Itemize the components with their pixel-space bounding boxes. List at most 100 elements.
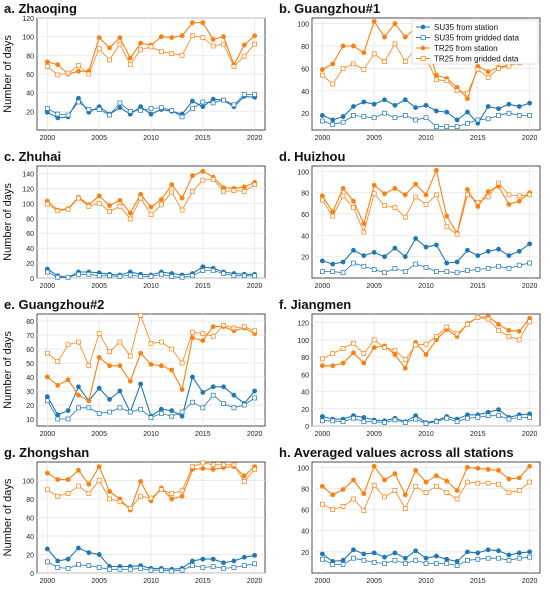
data-point (55, 208, 61, 214)
data-point (485, 266, 491, 271)
data-point (159, 487, 164, 493)
data-point (506, 192, 512, 198)
data-point (454, 558, 460, 564)
data-point (433, 242, 439, 248)
data-point (475, 480, 481, 486)
data-point (351, 198, 356, 204)
data-point (148, 567, 154, 573)
data-point (190, 106, 195, 111)
data-point (371, 191, 377, 197)
data-point (330, 81, 336, 87)
data-point (351, 260, 356, 266)
data-point (361, 351, 367, 356)
data-point (402, 506, 408, 511)
data-point (241, 53, 247, 59)
data-point (96, 273, 102, 279)
data-point (179, 33, 185, 39)
data-point (96, 385, 102, 391)
y-tick-label: 20 (301, 255, 309, 262)
data-point (506, 416, 512, 422)
data-point (86, 107, 92, 112)
data-point (127, 62, 133, 68)
data-point (45, 398, 50, 404)
data-point (485, 189, 491, 194)
y-tick-label: 60 (26, 516, 34, 523)
y-tick-label: 120 (22, 16, 34, 23)
data-point (485, 480, 491, 486)
data-point (506, 476, 512, 482)
data-point (413, 181, 419, 187)
data-point (516, 555, 522, 561)
data-point (340, 504, 346, 509)
y-tick-label: 80 (301, 191, 309, 198)
y-tick-label: 20 (301, 407, 309, 414)
data-point (392, 21, 398, 26)
data-point (148, 495, 154, 501)
data-point (55, 62, 61, 68)
data-point (475, 204, 481, 209)
data-point (127, 409, 133, 415)
data-point (454, 563, 460, 568)
x-tick-label: 2005 (366, 283, 382, 290)
data-point (86, 550, 92, 556)
data-point (402, 254, 408, 260)
y-tick-label: 20 (26, 109, 34, 116)
data-point (382, 203, 387, 208)
y-tick-label: 40 (301, 390, 309, 397)
data-point (55, 274, 61, 280)
y-tick-label: 40 (26, 534, 34, 541)
data-point (340, 259, 346, 265)
data-point (179, 195, 185, 201)
data-point (252, 92, 257, 97)
data-point (252, 395, 257, 401)
data-point (527, 319, 532, 325)
data-point (138, 313, 143, 318)
data-point (221, 560, 226, 566)
data-point (351, 104, 356, 109)
data-point (96, 354, 102, 360)
data-point (516, 262, 522, 268)
x-tick-label: 2005 (366, 578, 382, 585)
data-point (319, 113, 325, 118)
data-point (475, 267, 481, 272)
x-tick-label: 2020 (522, 283, 538, 290)
data-point (402, 561, 408, 566)
data-point (319, 483, 325, 489)
data-point (351, 113, 356, 118)
data-point (190, 20, 195, 26)
data-point (496, 413, 501, 419)
legend-box (411, 19, 539, 65)
data-point (516, 415, 522, 420)
y-tick-label: 100 (297, 465, 309, 472)
data-point (434, 269, 439, 274)
data-point (179, 409, 185, 415)
x-tick-label: 2000 (315, 283, 331, 290)
data-point (45, 559, 50, 565)
data-point (351, 340, 356, 346)
data-point (169, 367, 175, 373)
data-point (351, 205, 356, 210)
data-point (65, 274, 71, 280)
data-point (210, 556, 216, 562)
data-point (465, 415, 470, 421)
data-point (252, 328, 257, 334)
data-point (221, 384, 226, 390)
data-point (231, 188, 237, 193)
data-point (107, 409, 112, 415)
data-point (434, 561, 439, 566)
x-tick-label: 2020 (247, 431, 263, 438)
legend-marker (420, 24, 426, 30)
data-point (169, 189, 175, 195)
x-tick-label: 2015 (195, 578, 211, 585)
data-point (319, 551, 325, 557)
data-point (423, 490, 429, 496)
data-point (76, 483, 81, 489)
data-point (210, 268, 216, 273)
data-point (107, 203, 112, 208)
data-point (231, 558, 237, 564)
data-point (527, 415, 532, 420)
data-point (382, 110, 387, 116)
panel-7: g. Zhongshan 0 20 40 60 80 100 2000 2005 2010 2015… (2, 445, 266, 585)
data-point (371, 101, 377, 107)
data-point (351, 415, 356, 421)
